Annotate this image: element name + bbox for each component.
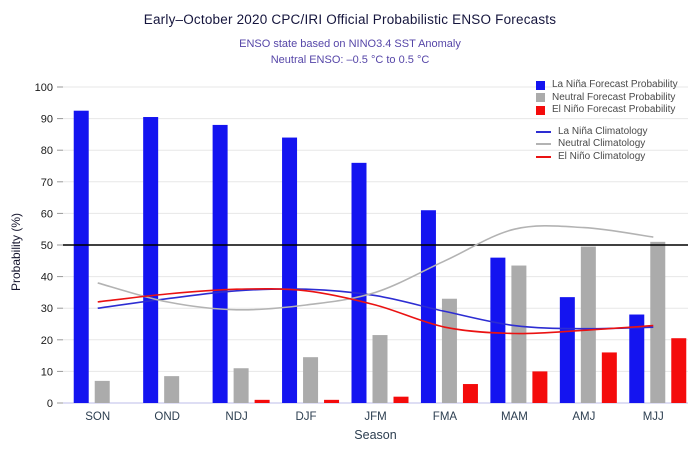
bar-neutral-forecast-probability: [164, 376, 180, 403]
y-tick-label: 20: [41, 335, 53, 347]
bar-el-ni-o-forecast-probability: [671, 338, 687, 403]
y-tick-label: 70: [41, 177, 53, 189]
legend-label: Neutral Forecast Probability: [552, 91, 676, 103]
line-neutral-climatology: [97, 225, 654, 311]
bar-la-ni-a-forecast-probability: [351, 162, 367, 403]
x-category-label: DJF: [296, 411, 317, 423]
y-tick-label: 80: [41, 145, 53, 157]
legend-item: Neutral Climatology: [536, 138, 696, 151]
bar-neutral-forecast-probability: [303, 357, 319, 403]
legend-group-gap: [536, 117, 696, 126]
bar-neutral-forecast-probability: [441, 298, 457, 403]
y-axis-label: Probability (%): [9, 212, 23, 292]
y-tick-label: 50: [41, 240, 53, 252]
legend-item: La Niña Forecast Probability: [536, 79, 696, 92]
legend-label: La Niña Climatology: [558, 125, 648, 137]
bar-la-ni-a-forecast-probability: [212, 124, 228, 404]
x-category-label: JFM: [364, 411, 386, 423]
x-category-label: AMJ: [572, 411, 595, 423]
x-category-label: OND: [154, 411, 180, 423]
bar-neutral-forecast-probability: [94, 380, 110, 403]
chart-subtitle-line1: ENSO state based on NINO3.4 SST Anomaly: [239, 38, 461, 50]
legend-line-swatch-el-ni-o-climatology: [536, 155, 551, 158]
legend-square-swatch-neutral-forecast-probability: [536, 93, 545, 103]
y-tick-label: 40: [41, 272, 53, 284]
x-axis-label: Season: [354, 428, 397, 442]
x-category-label: FMA: [433, 411, 458, 423]
bar-neutral-forecast-probability: [372, 335, 388, 403]
legend-item: Neutral Forecast Probability: [536, 92, 696, 105]
y-tick-label: 90: [41, 114, 53, 126]
bar-la-ni-a-forecast-probability: [73, 110, 89, 403]
y-tick-label: 30: [41, 303, 53, 315]
legend-label: La Niña Forecast Probability: [552, 79, 678, 90]
x-category-label: NDJ: [225, 411, 247, 423]
bar-el-ni-o-forecast-probability: [601, 352, 617, 403]
bar-el-ni-o-forecast-probability: [324, 399, 340, 403]
chart-title: Early–October 2020 CPC/IRI Official Prob…: [143, 12, 557, 27]
legend-label: Neutral Climatology: [558, 138, 646, 149]
bar-el-ni-o-forecast-probability: [532, 371, 548, 403]
y-tick-label: 0: [47, 398, 53, 410]
chart-subtitle-line2: Neutral ENSO: –0.5 °C to 0.5 °C: [270, 54, 430, 66]
bar-neutral-forecast-probability: [580, 246, 596, 403]
legend-label: El Niño Forecast Probability: [552, 104, 676, 115]
bar-el-ni-o-forecast-probability: [462, 384, 478, 403]
y-tick-label: 100: [35, 82, 53, 94]
line-el-ni-o-climatology: [97, 288, 654, 335]
y-tick-label: 10: [41, 366, 53, 378]
chart-legend: La Niña Forecast Probability Neutral Fore…: [536, 79, 696, 163]
x-category-label: MJJ: [643, 411, 664, 423]
bar-la-ni-a-forecast-probability: [629, 314, 645, 403]
legend-item: El Niño Forecast Probability: [536, 104, 696, 117]
bar-la-ni-a-forecast-probability: [143, 117, 159, 404]
x-category-label: MAM: [501, 411, 528, 423]
legend-square-swatch-la-ni-a-forecast-probability: [536, 80, 545, 90]
bar-el-ni-o-forecast-probability: [254, 399, 270, 403]
bar-la-ni-a-forecast-probability: [420, 210, 436, 403]
legend-item: El Niño Climatology: [536, 151, 696, 164]
bar-neutral-forecast-probability: [233, 368, 249, 403]
legend-square-swatch-el-ni-o-forecast-probability: [536, 105, 545, 115]
bar-la-ni-a-forecast-probability: [559, 297, 575, 403]
y-tick-label: 60: [41, 208, 53, 220]
bar-el-ni-o-forecast-probability: [393, 396, 409, 403]
line-la-ni-a-climatology: [97, 288, 654, 330]
legend-label: El Niño Climatology: [558, 150, 646, 162]
bar-neutral-forecast-probability: [650, 241, 666, 403]
bar-la-ni-a-forecast-probability: [490, 257, 506, 403]
legend-item: La Niña Climatology: [536, 126, 696, 139]
legend-line-swatch-neutral-climatology: [536, 143, 551, 146]
x-category-label: SON: [85, 411, 110, 423]
legend-line-swatch-la-ni-a-climatology: [536, 130, 551, 133]
bar-la-ni-a-forecast-probability: [282, 137, 298, 403]
